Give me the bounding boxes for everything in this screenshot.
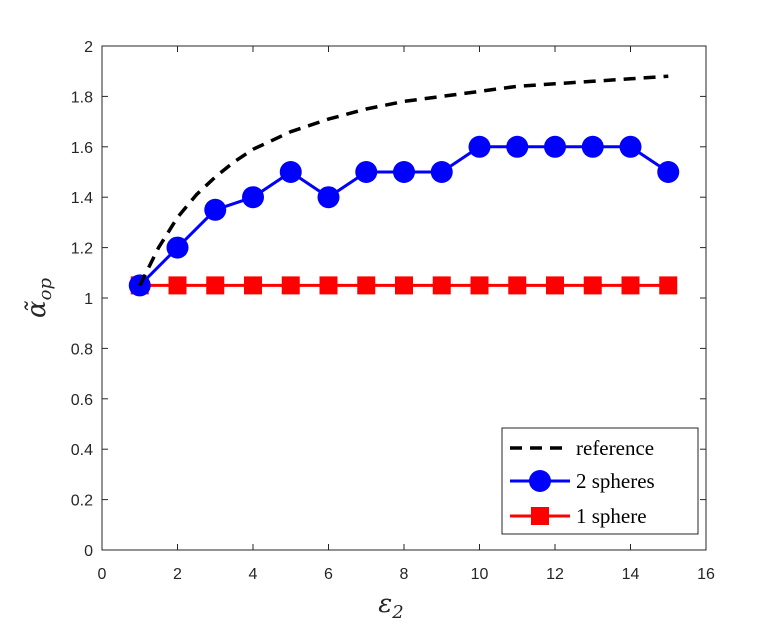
- x-axis-label-symbol: ε: [378, 589, 392, 619]
- x-tick-label: 8: [400, 566, 409, 583]
- data-point-1-sphere: [432, 276, 451, 295]
- y-tick-label: 0.4: [71, 442, 93, 459]
- y-tick-label: 0.2: [71, 493, 93, 510]
- data-point-2-spheres: [204, 198, 227, 221]
- data-point-2-spheres: [242, 186, 264, 209]
- data-point-2-spheres: [166, 236, 189, 259]
- data-point-1-sphere: [206, 276, 225, 295]
- data-point-1-sphere: [395, 276, 413, 295]
- legend: reference 2 spheres 1 sphere: [501, 427, 699, 535]
- y-tick-label: 0.6: [71, 392, 93, 409]
- data-point-1-sphere: [357, 276, 376, 295]
- y-axis-ticks: 0 0.2 0.4 0.6 0.8 1 1.2 1.4 1.6 1.8 2: [71, 39, 706, 560]
- y-tick-label: 0.8: [71, 341, 93, 358]
- series-line-reference: [138, 74, 669, 287]
- x-axis-ticks: 0 2 4 6 8 10 12 14 16: [98, 46, 715, 583]
- x-axis-label: ε2: [378, 589, 403, 623]
- y-tick-label: 2: [84, 39, 93, 56]
- data-point-2-spheres: [506, 135, 529, 158]
- data-point-1-sphere: [546, 276, 564, 295]
- y-tick-label: 1.4: [71, 190, 93, 207]
- data-point-1-sphere: [319, 276, 338, 295]
- legend-2-spheres-marker: [529, 470, 551, 492]
- data-point-2-spheres: [544, 135, 566, 158]
- data-point-2-spheres: [393, 161, 415, 183]
- y-tick-label: 1.6: [71, 140, 93, 157]
- y-tick-label: 0: [84, 543, 93, 560]
- data-point-2-spheres: [581, 135, 604, 158]
- data-point-1-sphere: [508, 276, 527, 295]
- y-axis-label-subscript: op: [35, 278, 56, 301]
- x-tick-label: 0: [98, 566, 107, 583]
- data-point-2-spheres: [355, 161, 378, 183]
- legend-2-spheres-label: 2 spheres: [576, 469, 655, 493]
- data-point-2-spheres: [317, 186, 340, 209]
- y-tick-label: 1.8: [71, 89, 93, 106]
- data-point-2-spheres: [468, 135, 491, 158]
- x-tick-label: 2: [173, 566, 182, 583]
- x-tick-label: 14: [622, 566, 640, 583]
- x-tick-label: 12: [546, 566, 564, 583]
- data-point-2-spheres: [279, 161, 302, 183]
- x-tick-label: 4: [249, 566, 258, 583]
- data-point-1-sphere: [168, 276, 187, 295]
- x-tick-label: 6: [324, 566, 333, 583]
- legend-1-sphere-marker: [531, 507, 549, 525]
- y-tick-label: 1: [84, 291, 93, 308]
- data-point-1-sphere: [281, 276, 300, 295]
- y-tick-label: 1.2: [71, 241, 93, 258]
- legend-1-sphere-label: 1 sphere: [576, 504, 647, 528]
- y-axis-label: α̃op: [22, 278, 56, 318]
- data-point-1-sphere: [470, 276, 489, 295]
- y-axis-label-symbol: α̃: [22, 300, 52, 318]
- legend-reference-label: reference: [576, 436, 654, 460]
- x-tick-label: 10: [471, 566, 489, 583]
- data-point-1-sphere: [244, 276, 262, 295]
- data-point-2-spheres: [619, 135, 642, 158]
- data-point-1-sphere: [583, 276, 602, 295]
- data-point-1-sphere: [621, 276, 640, 295]
- series-layer: [128, 74, 680, 297]
- data-point-1-sphere: [659, 276, 678, 295]
- x-tick-label: 16: [697, 566, 715, 583]
- data-point-2-spheres: [657, 161, 680, 183]
- x-axis-label-subscript: 2: [391, 602, 403, 623]
- data-point-2-spheres: [128, 274, 151, 297]
- data-point-2-spheres: [430, 161, 453, 183]
